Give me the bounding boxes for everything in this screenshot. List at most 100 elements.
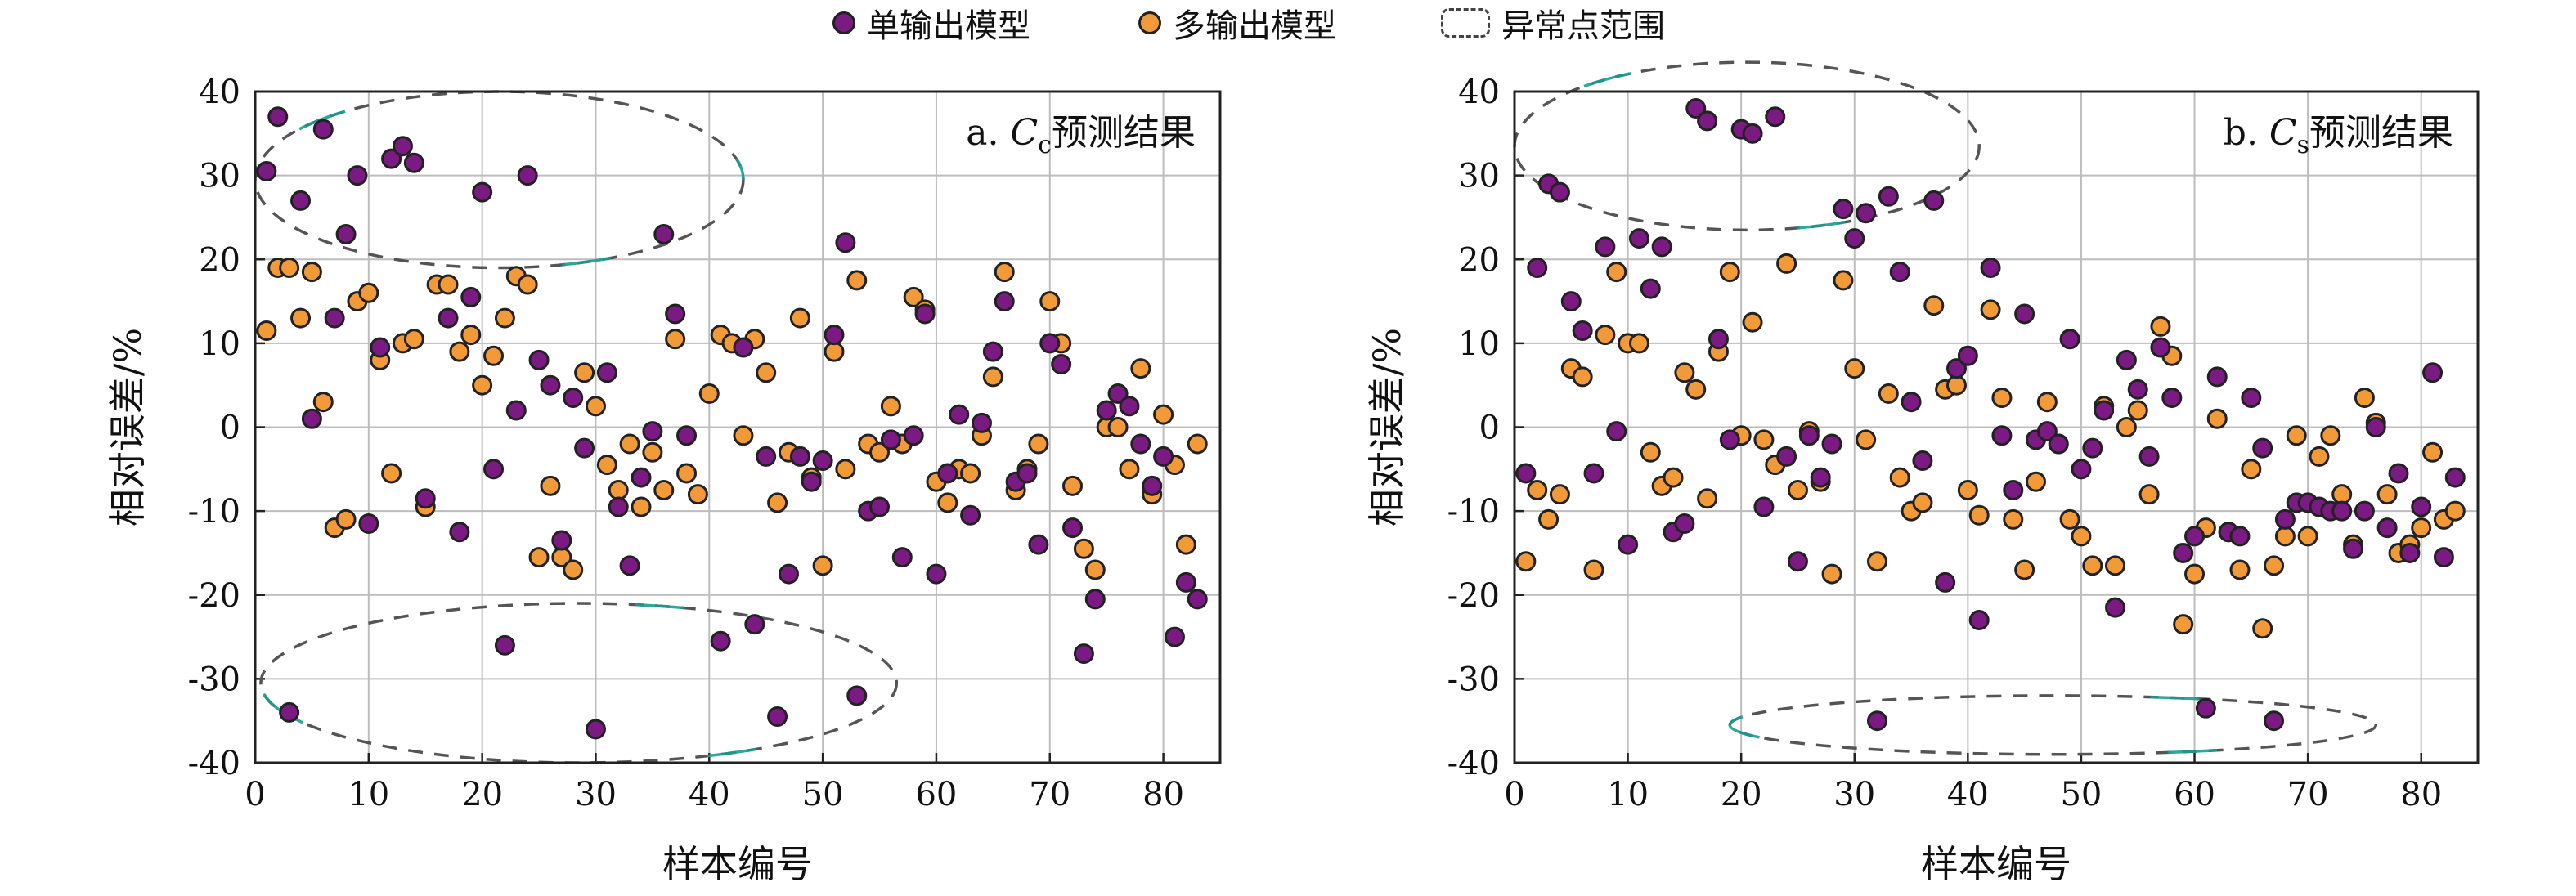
point-multi bbox=[1084, 559, 1106, 580]
legend-marker-anomaly bbox=[1441, 8, 1490, 38]
point-multi bbox=[2026, 471, 2047, 492]
point-multi bbox=[2116, 417, 2137, 437]
point-multi bbox=[789, 307, 810, 329]
point-multi bbox=[2274, 526, 2296, 547]
point-single bbox=[880, 429, 901, 450]
point-multi bbox=[2003, 508, 2024, 530]
point-single bbox=[517, 165, 538, 186]
x-tick-label: 30 bbox=[1833, 776, 1875, 813]
point-multi bbox=[2354, 388, 2375, 409]
point-single bbox=[1821, 433, 1842, 455]
point-multi bbox=[2071, 526, 2092, 547]
point-single bbox=[2173, 542, 2194, 563]
point-multi bbox=[279, 258, 300, 279]
point-single bbox=[1945, 358, 1967, 379]
point-single bbox=[1651, 236, 1672, 258]
point-single bbox=[1901, 392, 1922, 413]
point-single bbox=[2127, 379, 2148, 400]
point-single bbox=[528, 349, 550, 370]
panel-b: 0 10 20 30 40 50 60 70 80 -40 -30 -20 -10 0 10 20 30 40 样本… bbox=[1365, 60, 2480, 886]
point-single bbox=[472, 181, 493, 203]
point-single bbox=[1560, 291, 1582, 312]
point-single bbox=[824, 325, 845, 346]
point-single bbox=[551, 530, 572, 551]
y-tick-label: 30 bbox=[1458, 158, 1500, 195]
x-tick-label: 60 bbox=[2174, 776, 2215, 813]
point-multi bbox=[2138, 484, 2160, 505]
point-multi bbox=[2286, 425, 2307, 446]
x-tick-label: 20 bbox=[1721, 776, 1762, 813]
y-tick-label: 10 bbox=[1458, 325, 1500, 363]
point-multi bbox=[1844, 358, 1865, 379]
point-single bbox=[1765, 106, 1786, 128]
point-single bbox=[1640, 278, 1661, 299]
point-single bbox=[1119, 396, 1140, 417]
point-multi bbox=[937, 492, 958, 513]
point-multi bbox=[358, 282, 379, 303]
x-tick-label: 30 bbox=[575, 776, 617, 813]
point-single bbox=[1923, 190, 1945, 211]
point-single bbox=[1742, 123, 1763, 144]
point-multi bbox=[563, 559, 584, 580]
point-single bbox=[267, 106, 289, 128]
point-single bbox=[1142, 475, 1163, 496]
point-single bbox=[596, 362, 617, 383]
point-single bbox=[347, 165, 368, 186]
point-single bbox=[2399, 542, 2421, 563]
point-multi bbox=[517, 274, 538, 295]
point-multi bbox=[1719, 262, 1740, 283]
point-multi bbox=[1073, 538, 1094, 559]
point-single bbox=[2252, 437, 2273, 459]
point-multi bbox=[1856, 429, 1877, 450]
point-multi bbox=[2184, 563, 2206, 585]
point-single bbox=[1549, 181, 1570, 203]
y-tick-label: -10 bbox=[1447, 493, 1500, 531]
point-multi bbox=[2014, 559, 2035, 580]
point-single bbox=[563, 388, 584, 409]
point-multi bbox=[2173, 614, 2194, 635]
point-multi bbox=[2229, 559, 2251, 580]
point-multi bbox=[460, 325, 482, 346]
point-multi bbox=[1039, 291, 1061, 312]
point-multi bbox=[312, 392, 334, 413]
point-single bbox=[2048, 433, 2069, 455]
point-multi bbox=[335, 508, 357, 530]
point-multi bbox=[756, 362, 777, 383]
point-single bbox=[1515, 463, 1537, 484]
point-multi bbox=[1685, 379, 1707, 400]
point-single bbox=[676, 425, 698, 446]
point-single bbox=[2433, 547, 2454, 568]
point-single bbox=[1833, 199, 1854, 220]
point-single bbox=[2331, 500, 2353, 522]
point-single bbox=[960, 504, 981, 526]
y-tick-label: 30 bbox=[199, 158, 240, 195]
point-multi bbox=[540, 475, 561, 496]
point-multi bbox=[665, 329, 686, 350]
y-tick-label: 10 bbox=[199, 325, 240, 363]
point-single bbox=[2036, 421, 2058, 442]
point-multi bbox=[2127, 400, 2148, 421]
point-multi bbox=[1153, 404, 1174, 425]
point-multi bbox=[528, 547, 550, 568]
point-multi bbox=[1606, 262, 1627, 283]
point-single bbox=[2059, 329, 2080, 350]
point-multi bbox=[880, 396, 901, 417]
legend: 单输出模型 多输出模型 异常点范围 bbox=[0, 0, 2576, 46]
x-tick-label: 0 bbox=[1504, 776, 1524, 813]
point-single bbox=[1980, 258, 2001, 279]
point-single bbox=[2082, 437, 2103, 459]
point-multi bbox=[687, 484, 708, 505]
point-multi bbox=[631, 496, 652, 517]
point-single bbox=[1107, 383, 1129, 404]
point-single bbox=[756, 446, 777, 467]
point-multi bbox=[1957, 479, 1978, 500]
point-single bbox=[1164, 626, 1185, 647]
legend-item-single: 单输出模型 bbox=[832, 5, 1030, 45]
point-multi bbox=[960, 463, 981, 484]
point-single bbox=[642, 421, 663, 442]
point-single bbox=[256, 160, 277, 181]
point-single bbox=[279, 701, 300, 723]
point-single bbox=[574, 437, 595, 459]
point-single bbox=[403, 152, 424, 173]
point-single bbox=[1844, 228, 1865, 249]
